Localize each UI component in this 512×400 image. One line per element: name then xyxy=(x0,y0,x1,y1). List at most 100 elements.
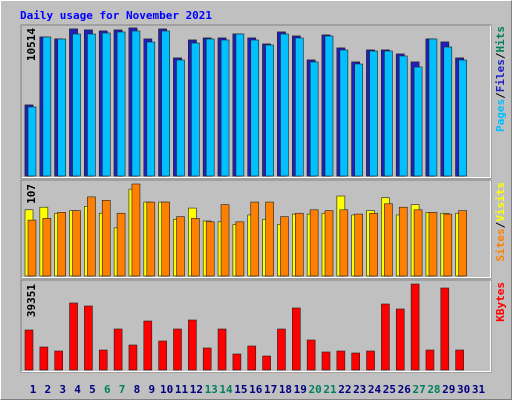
bar xyxy=(161,30,170,177)
bar xyxy=(220,204,230,277)
bar xyxy=(57,38,67,177)
bar xyxy=(98,349,108,371)
x-tick-label: 24 xyxy=(368,383,382,396)
bar xyxy=(146,41,156,177)
bar xyxy=(202,347,212,371)
bar xyxy=(173,328,182,371)
bar xyxy=(235,33,245,177)
bar xyxy=(265,201,274,277)
bar xyxy=(54,350,64,371)
bar xyxy=(306,339,316,371)
bar xyxy=(277,328,286,371)
x-tick-label: 8 xyxy=(134,383,141,396)
x-tick-label: 26 xyxy=(398,383,412,396)
x-tick-label: 31 xyxy=(472,383,486,396)
x-tick-label: 14 xyxy=(219,383,233,396)
x-tick-label: 30 xyxy=(457,383,470,396)
bar xyxy=(410,283,420,371)
bar xyxy=(69,302,78,371)
legend-entry: Hits xyxy=(494,26,507,53)
bar xyxy=(217,328,227,371)
bar xyxy=(161,201,170,277)
bar xyxy=(131,183,141,277)
bar xyxy=(354,213,364,277)
bar xyxy=(131,30,141,177)
bar xyxy=(321,351,331,371)
bar xyxy=(188,319,197,371)
bar xyxy=(280,216,289,277)
x-tick-label: 28 xyxy=(427,383,440,396)
bar xyxy=(146,201,156,277)
bar xyxy=(381,303,390,371)
x-tick-label: 16 xyxy=(249,383,263,396)
bar xyxy=(116,212,126,277)
y-tick-label: 107 xyxy=(25,184,38,204)
bar xyxy=(369,50,378,177)
bar xyxy=(250,39,260,177)
bar xyxy=(440,287,450,371)
bar xyxy=(294,37,304,177)
x-tick-label: 4 xyxy=(74,383,81,396)
x-tick-label: 21 xyxy=(323,383,337,396)
bar xyxy=(27,219,37,277)
x-tick-label: 18 xyxy=(279,383,292,396)
x-tick-label: 12 xyxy=(190,383,203,396)
bar xyxy=(324,35,334,177)
x-tick-label: 10 xyxy=(160,383,173,396)
x-tick-label: 29 xyxy=(442,383,455,396)
panel-bevel xyxy=(21,25,491,178)
x-tick-label: 23 xyxy=(353,383,366,396)
x-tick-label: 13 xyxy=(205,383,218,396)
legend-separator: / xyxy=(494,221,507,228)
bar xyxy=(191,42,200,177)
bar xyxy=(339,49,349,177)
bar xyxy=(280,33,289,177)
bar xyxy=(87,33,96,177)
bar xyxy=(351,352,361,371)
bar xyxy=(366,350,375,371)
y-tick-label: 39351 xyxy=(25,284,38,317)
x-tick-label: 1 xyxy=(30,383,37,396)
bar xyxy=(247,345,257,371)
bar xyxy=(176,59,185,177)
bar xyxy=(27,106,37,177)
x-tick-label: 20 xyxy=(309,383,322,396)
x-tick-label: 17 xyxy=(264,383,277,396)
bar xyxy=(428,38,438,177)
bar xyxy=(443,46,453,177)
x-tick-label: 7 xyxy=(119,383,126,396)
bar xyxy=(294,212,304,277)
bar xyxy=(42,36,52,177)
bar xyxy=(250,201,260,277)
x-tick-label: 27 xyxy=(412,383,425,396)
bar xyxy=(158,340,167,371)
x-tick-label: 22 xyxy=(338,383,351,396)
bar xyxy=(101,200,111,277)
bar xyxy=(24,329,34,371)
x-tick-label: 5 xyxy=(89,383,96,396)
bar xyxy=(395,308,405,371)
bar xyxy=(143,320,153,371)
bar xyxy=(443,213,453,277)
panel-bevel xyxy=(21,180,491,278)
bar xyxy=(398,206,408,277)
bar xyxy=(84,305,93,371)
bar xyxy=(398,55,408,177)
y-tick-label: 10514 xyxy=(25,28,38,61)
legend-entry: Visits xyxy=(494,182,507,222)
bar xyxy=(384,50,393,177)
bar xyxy=(384,203,393,277)
x-tick-label: 19 xyxy=(294,383,307,396)
bar xyxy=(324,210,334,277)
bar xyxy=(205,221,215,277)
legend: Sites/Visits xyxy=(494,182,507,262)
bar xyxy=(116,31,126,177)
x-tick-label: 15 xyxy=(234,383,247,396)
bar xyxy=(354,63,364,177)
bar xyxy=(309,209,319,277)
bar xyxy=(72,33,81,177)
bar xyxy=(191,218,200,277)
bar xyxy=(101,32,111,177)
chart-title: Daily usage for November 2021 xyxy=(20,9,212,22)
